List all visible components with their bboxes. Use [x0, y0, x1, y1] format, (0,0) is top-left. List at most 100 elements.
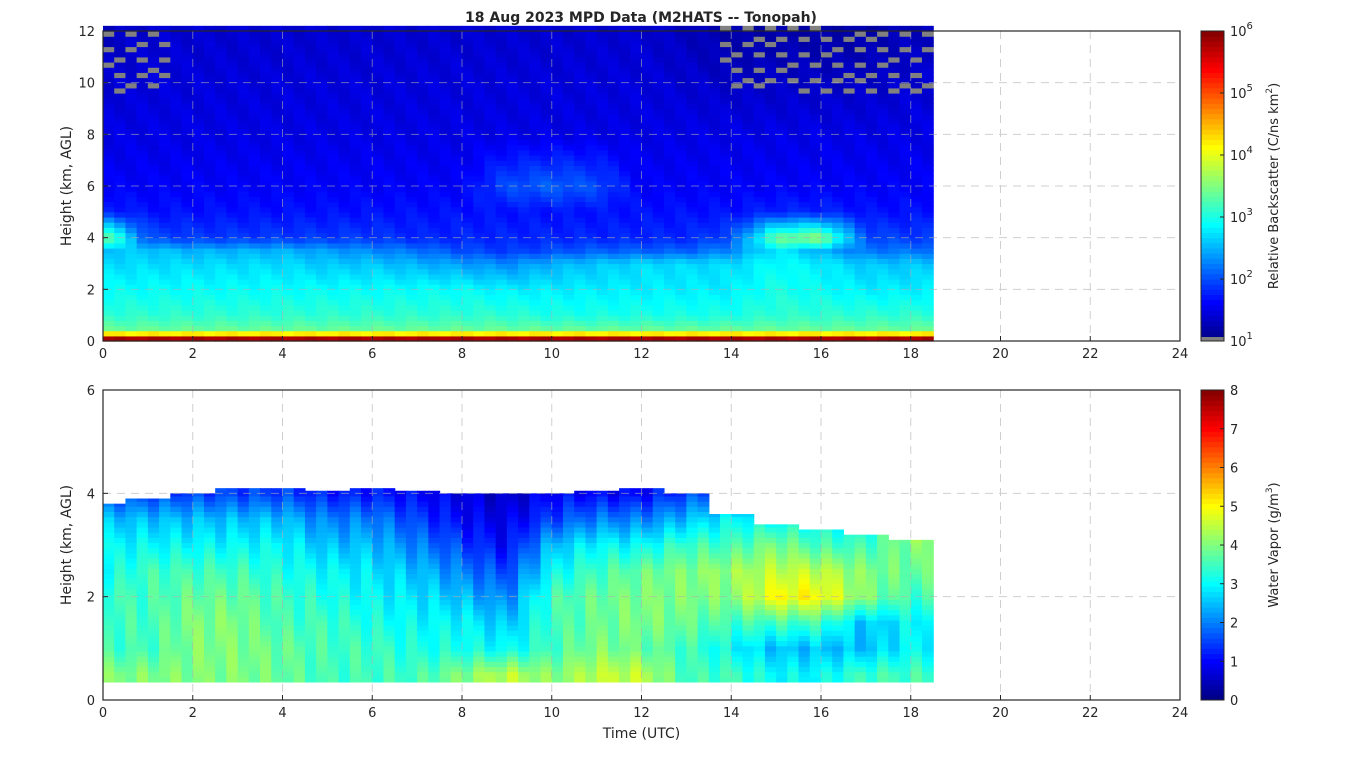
heatmap-cell	[294, 227, 306, 233]
heatmap-cell	[507, 88, 519, 94]
heatmap-cell	[294, 279, 306, 285]
heatmap-cell	[226, 150, 238, 156]
heatmap-cell	[327, 300, 339, 306]
heatmap-cell	[215, 274, 227, 280]
heatmap-cell	[417, 103, 429, 109]
heatmap-cell	[114, 610, 126, 616]
heatmap-cell	[372, 41, 384, 47]
heatmap-cell	[440, 320, 452, 326]
heatmap-cell	[855, 305, 867, 311]
heatmap-cell	[720, 119, 732, 125]
heatmap-cell	[720, 155, 732, 161]
heatmap-cell	[159, 176, 171, 182]
heatmap-cell	[406, 88, 418, 94]
heatmap-cell	[182, 517, 194, 523]
heatmap-cell	[114, 36, 126, 42]
heatmap-cell	[137, 553, 149, 559]
heatmap-cell	[552, 253, 564, 259]
heatmap-cell	[361, 72, 373, 78]
heatmap-cell	[855, 274, 867, 280]
heatmap-cell	[473, 41, 485, 47]
heatmap-cell	[866, 176, 878, 182]
heatmap-cell	[137, 31, 149, 37]
heatmap-cell	[574, 67, 586, 73]
heatmap-cell	[855, 326, 867, 332]
heatmap-cell	[428, 212, 440, 218]
heatmap-cell	[709, 140, 721, 146]
heatmap-cell	[215, 57, 227, 63]
heatmap-cell	[148, 295, 160, 301]
heatmap-cell	[698, 315, 710, 321]
heatmap-cell	[204, 145, 216, 151]
heatmap-cell	[541, 289, 553, 295]
heatmap-cell	[619, 315, 631, 321]
heatmap-cell	[406, 62, 418, 68]
heatmap-cell	[182, 661, 194, 667]
heatmap-cell	[339, 305, 351, 311]
heatmap-cell	[417, 310, 429, 316]
heatmap-cell	[361, 331, 373, 337]
heatmap-cell	[215, 109, 227, 115]
heatmap-cell	[361, 227, 373, 233]
heatmap-cell	[327, 222, 339, 228]
heatmap-cell	[428, 191, 440, 197]
heatmap-cell	[148, 269, 160, 275]
heatmap-cell	[260, 165, 272, 171]
heatmap-cell	[473, 295, 485, 301]
heatmap-cell	[226, 274, 238, 280]
heatmap-cell	[305, 41, 317, 47]
heatmap-cell	[238, 72, 250, 78]
heatmap-cell	[395, 72, 407, 78]
heatmap-cell	[182, 217, 194, 223]
heatmap-cell	[900, 160, 912, 166]
heatmap-cell	[675, 36, 687, 42]
heatmap-cell	[686, 279, 698, 285]
heatmap-cell	[361, 243, 373, 249]
heatmap-cell	[843, 191, 855, 197]
heatmap-cell	[159, 72, 171, 78]
heatmap-cell	[361, 83, 373, 89]
heatmap-cell	[271, 62, 283, 68]
heatmap-cell	[193, 532, 205, 538]
heatmap-cell	[148, 651, 160, 657]
heatmap-cell	[372, 186, 384, 192]
heatmap-cell	[799, 62, 811, 68]
heatmap-cell	[799, 202, 811, 208]
heatmap-cell	[776, 88, 788, 94]
heatmap-cell	[787, 207, 799, 213]
heatmap-cell	[585, 176, 597, 182]
heatmap-cell	[294, 186, 306, 192]
heatmap-cell	[137, 243, 149, 249]
heatmap-cell	[686, 52, 698, 58]
heatmap-cell	[877, 160, 889, 166]
heatmap-cell	[529, 315, 541, 321]
heatmap-cell	[395, 238, 407, 244]
heatmap-cell	[507, 165, 519, 171]
heatmap-cell	[496, 289, 508, 295]
heatmap-cell	[866, 331, 878, 337]
heatmap-cell	[597, 279, 609, 285]
heatmap-cell	[114, 258, 126, 264]
heatmap-cell	[148, 238, 160, 244]
heatmap-cell	[608, 57, 620, 63]
heatmap-cell	[742, 310, 754, 316]
heatmap-cell	[170, 568, 182, 574]
heatmap-cell	[226, 160, 238, 166]
heatmap-cell	[597, 83, 609, 89]
heatmap-cell	[148, 109, 160, 115]
heatmap-cell	[821, 238, 833, 244]
heatmap-cell	[541, 300, 553, 306]
heatmap-cell	[361, 88, 373, 94]
heatmap-cell	[103, 155, 115, 161]
heatmap-cell	[148, 630, 160, 636]
heatmap-cell	[664, 124, 676, 130]
heatmap-cell	[597, 305, 609, 311]
heatmap-cell	[731, 57, 743, 63]
heatmap-cell	[473, 248, 485, 254]
heatmap-cell	[866, 165, 878, 171]
heatmap-cell	[316, 238, 328, 244]
heatmap-cell	[316, 134, 328, 140]
heatmap-cell	[709, 93, 721, 99]
heatmap-cell	[137, 589, 149, 595]
heatmap-cell	[787, 305, 799, 311]
